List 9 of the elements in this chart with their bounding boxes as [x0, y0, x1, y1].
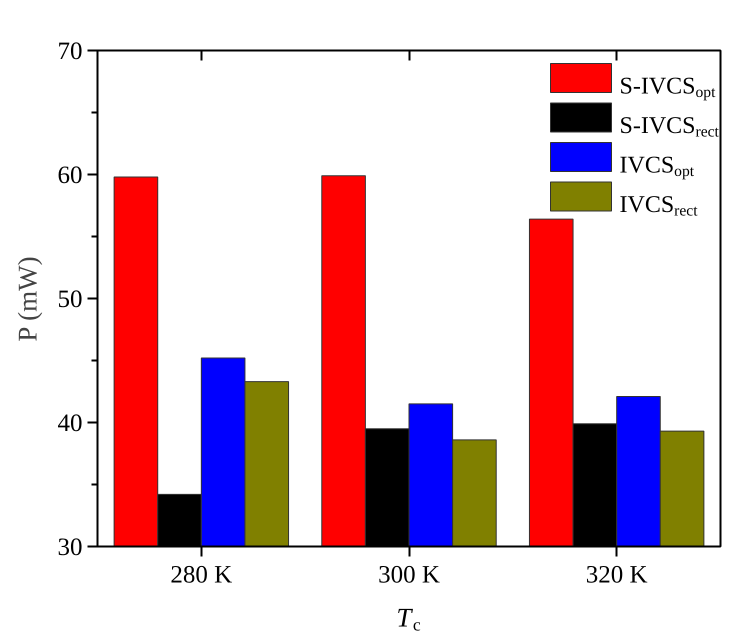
y-tick-label: 40	[58, 410, 82, 437]
x-tick-label: 280 K	[170, 562, 232, 588]
y-tick-label: 60	[58, 162, 82, 189]
x-tick-label: 320 K	[586, 562, 648, 588]
y-tick-label: 50	[58, 286, 82, 313]
y-tick-label: 30	[58, 534, 82, 561]
y-axis-title: P (mW)	[12, 256, 42, 342]
y-tick-label: 70	[58, 38, 82, 65]
x-tick-label: 300 K	[378, 562, 440, 588]
